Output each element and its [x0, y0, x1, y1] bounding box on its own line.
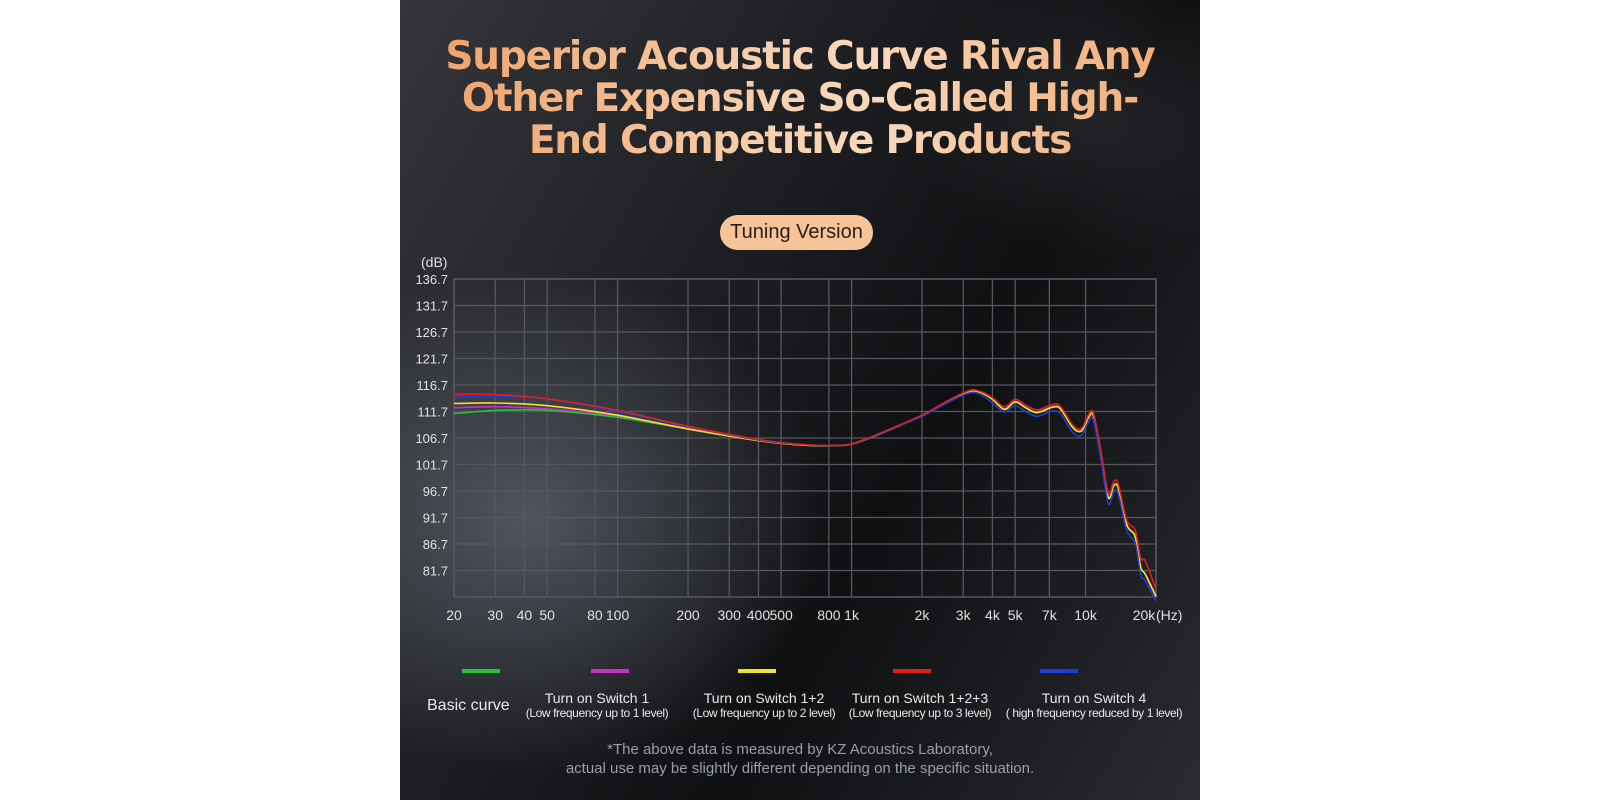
x-tick-label: 50	[539, 607, 555, 623]
legend-main-label: Turn on Switch 1+2+3	[851, 690, 989, 706]
chart-grid	[453, 278, 1157, 598]
x-tick-label: 7k	[1042, 607, 1058, 623]
legend-swatch-basic	[462, 669, 500, 673]
x-unit-label: (Hz)	[1156, 607, 1182, 623]
y-tick-label: 131.7	[415, 299, 448, 314]
frequency-response-chart: 136.7 131.7 126.7 121.7 116.7 111.7 106.7 101.7…	[415, 254, 1182, 623]
legend-item-switch4: Turn on Switch 4 ( high frequency reduce…	[998, 690, 1190, 720]
x-tick-label: 300	[718, 607, 742, 623]
footnote-line-2: actual use may be slightly different dep…	[565, 760, 1035, 777]
x-tick-label: 500	[769, 607, 793, 623]
x-tick-label: 3k	[956, 607, 972, 623]
x-tick-label: 30	[487, 607, 503, 623]
x-tick-label: 20	[446, 607, 462, 623]
x-tick-label: 40	[517, 607, 533, 623]
legend-item-switch123: Turn on Switch 1+2+3 (Low frequency up t…	[844, 690, 996, 720]
legend-swatch-switch12	[738, 669, 776, 673]
legend-main-label: Turn on Switch 1	[544, 690, 650, 706]
legend-sub-label: (Low frequency up to 3 level)	[848, 706, 992, 720]
legend-swatch-switch4	[1040, 669, 1078, 673]
y-unit-label: (dB)	[421, 254, 447, 270]
series-line-basic-curve	[453, 389, 1157, 597]
legend-swatch-switch1	[591, 669, 629, 673]
x-tick-label: 200	[676, 607, 700, 623]
legend-sub-label: (Low frequency up to 2 level)	[692, 706, 836, 720]
headline: Superior Acoustic Curve Rival Any Other …	[440, 36, 1160, 162]
y-tick-label: 121.7	[415, 352, 448, 367]
legend-item-switch1: Turn on Switch 1 (Low frequency up to 1 …	[512, 690, 682, 720]
chart-series	[453, 388, 1157, 602]
measurement-footnote: *The above data is measured by KZ Acoust…	[460, 740, 1140, 778]
x-tick-label: 80	[587, 607, 603, 623]
footnote-line-1: *The above data is measured by KZ Acoust…	[607, 741, 993, 758]
x-tick-label: 800	[817, 607, 841, 623]
legend-main-label: Turn on Switch 4	[1041, 690, 1147, 706]
product-panel: Superior Acoustic Curve Rival Any Other …	[400, 0, 1200, 800]
series-line-switch-1-2-curve	[453, 389, 1157, 597]
y-tick-label: 126.7	[415, 325, 448, 340]
series-line-switch-1-2-3-curve	[453, 388, 1157, 590]
x-tick-label: 100	[606, 607, 630, 623]
legend-item-switch12: Turn on Switch 1+2 (Low frequency up to …	[688, 690, 840, 720]
x-tick-label: 2k	[915, 607, 931, 623]
y-tick-label: 136.7	[415, 272, 448, 287]
y-tick-label: 96.7	[423, 484, 448, 499]
y-tick-label: 81.7	[423, 564, 448, 579]
series-line-switch-1-curve	[453, 389, 1157, 596]
x-tick-label: 10k	[1074, 607, 1098, 623]
x-tick-label: 5k	[1008, 607, 1024, 623]
x-tick-label: 400	[747, 607, 771, 623]
y-tick-label: 101.7	[415, 458, 448, 473]
chart-axis-labels: 136.7 131.7 126.7 121.7 116.7 111.7 106.7 101.7…	[415, 254, 1182, 623]
y-tick-label: 106.7	[415, 431, 448, 446]
legend-label-basic: Basic curve	[427, 697, 510, 714]
y-tick-label: 86.7	[423, 537, 448, 552]
x-tick-label: 1k	[844, 607, 860, 623]
y-tick-label: 111.7	[417, 405, 448, 420]
y-tick-label: 91.7	[423, 511, 448, 526]
tuning-version-badge: Tuning Version	[720, 215, 873, 250]
x-tick-label: 4k	[985, 607, 1001, 623]
series-line-switch-4-curve	[453, 391, 1157, 602]
legend-sub-label: ( high frequency reduced by 1 level)	[1005, 706, 1183, 720]
y-tick-label: 116.7	[416, 378, 448, 393]
legend-swatch-switch123	[893, 669, 931, 673]
legend-sub-label: (Low frequency up to 1 level)	[525, 706, 669, 720]
x-tick-label: 20k	[1133, 607, 1157, 623]
legend-main-label: Turn on Switch 1+2	[703, 690, 825, 706]
